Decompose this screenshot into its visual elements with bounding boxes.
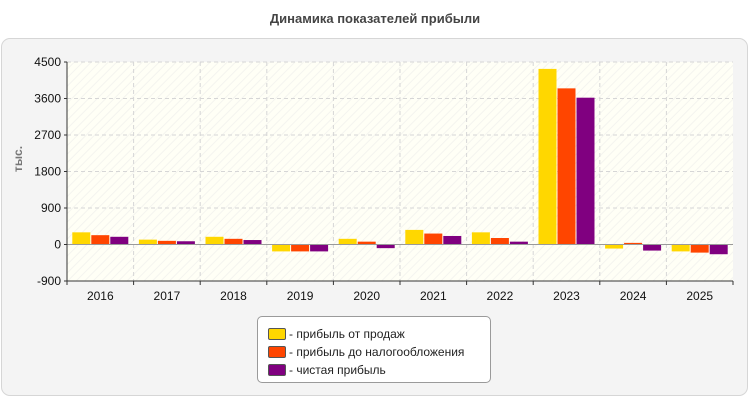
bar xyxy=(376,244,395,249)
x-tick-label: 2018 xyxy=(220,289,247,303)
bar xyxy=(338,238,357,245)
bar xyxy=(624,242,643,245)
legend-swatch-icon xyxy=(268,346,286,358)
legend-label: - прибыль до налогообложения xyxy=(289,345,465,359)
y-tick-label: 0 xyxy=(54,238,61,252)
y-tick-label: 900 xyxy=(41,201,61,215)
bar xyxy=(357,241,376,245)
bar xyxy=(405,229,424,245)
legend-swatch-icon xyxy=(268,328,286,340)
bar xyxy=(557,88,576,245)
bar xyxy=(91,235,110,245)
chart-legend: - прибыль от продаж - прибыль до налогоо… xyxy=(257,316,491,383)
bar xyxy=(424,233,443,245)
bar xyxy=(157,240,176,245)
bar xyxy=(471,232,490,245)
bar xyxy=(443,235,462,245)
bar xyxy=(72,232,91,245)
x-tick-label: 2019 xyxy=(287,289,314,303)
x-tick-label: 2024 xyxy=(620,289,647,303)
y-tick-label: 2700 xyxy=(34,128,61,142)
y-tick-label: 4500 xyxy=(34,55,61,69)
y-tick-label: -900 xyxy=(37,274,61,288)
y-axis-label: тыс. xyxy=(11,146,25,172)
x-tick-label: 2016 xyxy=(87,289,114,303)
legend-item: - прибыль от продаж xyxy=(258,325,490,343)
bar xyxy=(176,241,195,245)
bar xyxy=(110,236,129,245)
bar xyxy=(310,244,329,252)
x-tick-label: 2020 xyxy=(353,289,380,303)
axes xyxy=(64,61,734,285)
y-tick-labels: 4500 3600 2700 1800 900 0 -900 xyxy=(34,55,61,288)
bar xyxy=(205,236,224,245)
bar xyxy=(291,244,310,252)
bar xyxy=(538,68,557,245)
bar xyxy=(272,244,291,252)
bar xyxy=(490,238,509,245)
bar xyxy=(671,244,690,252)
bar xyxy=(243,240,262,245)
x-tick-label: 2025 xyxy=(686,289,713,303)
bar xyxy=(576,97,595,245)
x-tick-label: 2021 xyxy=(420,289,447,303)
y-tick-label: 1800 xyxy=(34,165,61,179)
y-tick-label: 3600 xyxy=(34,92,61,106)
x-tick-label: 2023 xyxy=(553,289,580,303)
legend-label: - прибыль от продаж xyxy=(289,327,405,341)
x-tick-label: 2022 xyxy=(487,289,514,303)
bar xyxy=(643,244,662,251)
bar xyxy=(605,244,624,249)
chart-title: Динамика показателей прибыли xyxy=(269,11,481,26)
legend-label: - чистая прибыль xyxy=(289,363,386,377)
bars xyxy=(72,68,728,255)
legend-item: - прибыль до налогообложения xyxy=(258,343,490,361)
bar xyxy=(509,241,528,245)
x-tick-label: 2017 xyxy=(154,289,181,303)
bar xyxy=(709,244,728,255)
legend-item: - чистая прибыль xyxy=(258,361,490,379)
legend-swatch-icon xyxy=(268,364,286,376)
bar xyxy=(224,238,243,245)
bar xyxy=(138,239,157,245)
bar xyxy=(690,244,709,253)
x-tick-labels: 2016 2017 2018 2019 2020 2021 2022 2023 2024 2025 xyxy=(87,289,713,303)
